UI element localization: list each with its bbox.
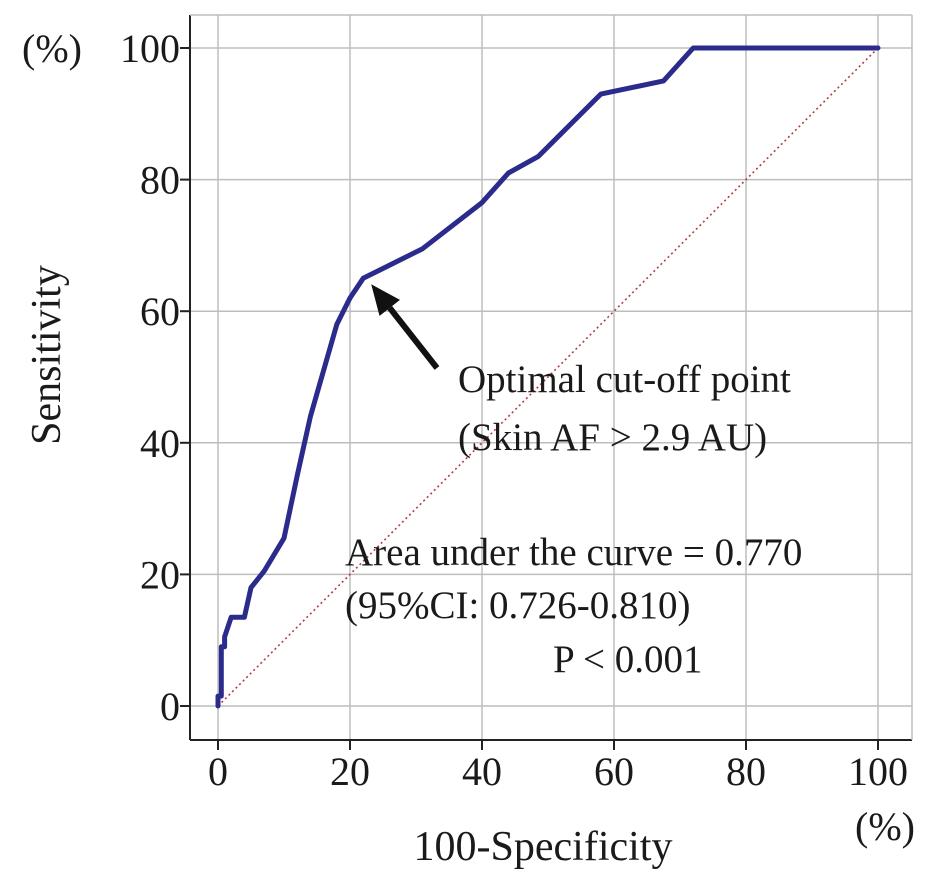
arrow-head — [371, 284, 400, 316]
roc-curve — [215, 45, 881, 709]
reference-line — [217, 47, 879, 707]
y-unit-label: (%) — [22, 26, 82, 71]
cutoff-label-line-1: Optimal cut-off point — [458, 358, 791, 401]
x-tick-label: 0 — [208, 749, 228, 794]
y-tick-label: 60 — [140, 289, 180, 334]
cutoff-label-line-2: (Skin AF > 2.9 AU) — [458, 416, 767, 459]
roc-curve-group — [215, 45, 881, 709]
p-value-label: P < 0.001 — [553, 638, 703, 681]
x-tick-label: 100 — [848, 749, 908, 794]
grid-lines — [190, 15, 912, 740]
plot-frame — [180, 14, 913, 750]
y-tick-label: 80 — [140, 158, 180, 203]
x-axis-title: 100-Specificity — [414, 824, 673, 870]
y-tick-label: 0 — [160, 684, 180, 729]
y-tick-label: 20 — [140, 552, 180, 597]
y-tick-label: 40 — [140, 421, 180, 466]
cutoff-arrow — [371, 284, 440, 370]
x-tick-label: 20 — [330, 749, 370, 794]
x-unit-label: (%) — [855, 804, 915, 849]
y-tick-labels: 0 20 40 60 80 100 — [120, 26, 180, 729]
ci-label: (95%CI: 0.726-0.810) — [345, 584, 691, 627]
y-tick-label: 100 — [120, 26, 180, 71]
y-axis-title: Sensitivity — [24, 265, 70, 445]
reference-diagonal — [217, 47, 879, 707]
auc-label: Area under the curve = 0.770 — [345, 531, 802, 574]
x-tick-label: 40 — [462, 749, 502, 794]
x-tick-label: 80 — [726, 749, 766, 794]
x-tick-label: 60 — [594, 749, 634, 794]
arrow-shaft — [387, 306, 440, 370]
x-tick-labels: 0 20 40 60 80 100 — [208, 749, 908, 794]
